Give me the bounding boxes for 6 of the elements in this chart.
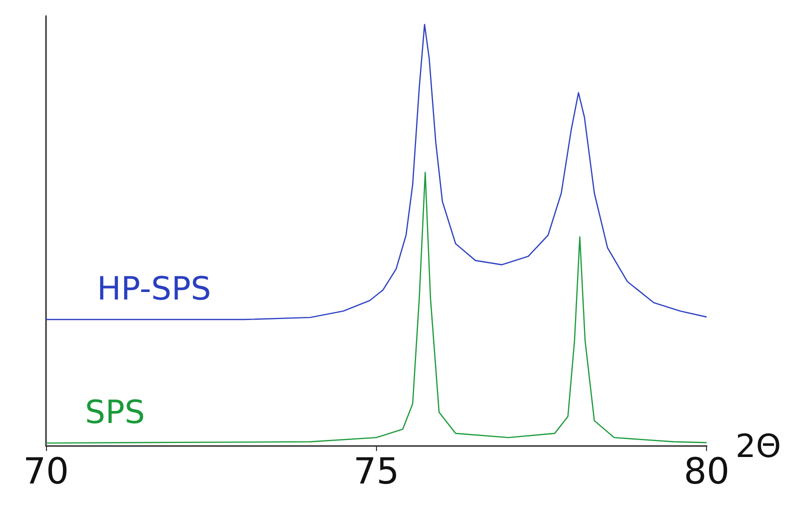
series-label: SPS: [85, 393, 145, 432]
x-axis-title: 2Θ: [735, 427, 781, 465]
series-label: HP-SPS: [96, 270, 212, 308]
x-tick-label: 80: [684, 452, 730, 492]
x-tick-label: 75: [353, 452, 400, 492]
x-tick-label: 70: [23, 452, 69, 492]
